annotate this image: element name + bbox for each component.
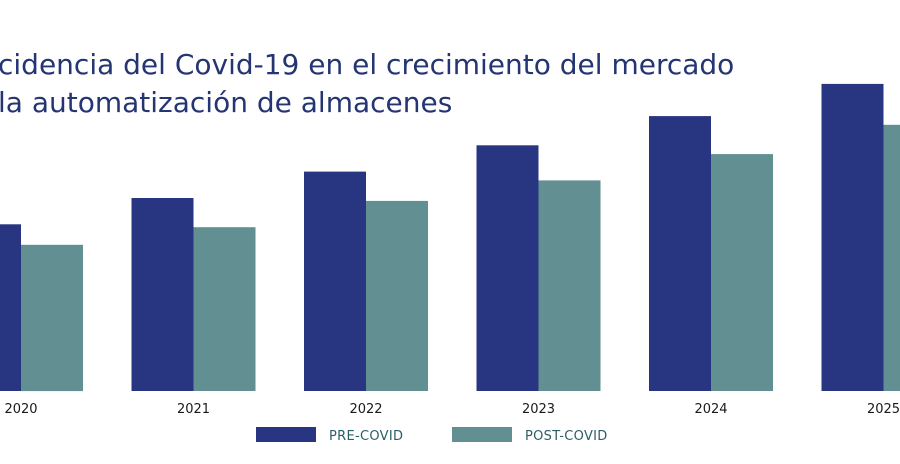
x-tick-label-2023: 2023: [522, 402, 555, 417]
bar-post-covid-2022: [366, 200, 428, 391]
bar-post-covid-2021: [193, 227, 256, 391]
legend-label-post-covid: POST-COVID: [525, 429, 608, 444]
legend-swatch-pre-covid: [256, 427, 316, 442]
bar-pre-covid-2022: [304, 171, 366, 391]
bar-pre-covid-2021: [131, 198, 194, 391]
legend-label-pre-covid: PRE-COVID: [329, 429, 403, 444]
bar-pre-covid-2024: [649, 116, 711, 391]
x-tick-label-2025: 2025: [867, 402, 900, 417]
x-tick-label-2024: 2024: [694, 402, 727, 417]
chart-title: cidencia del Covid-19 en el crecimiento …: [0, 48, 734, 119]
x-axis-tick-labels: 2020 2021 2022 2023 2024 2025: [4, 402, 900, 417]
chart-title-line-2: la automatización de almacenes: [0, 86, 452, 119]
chart-title-line-1: cidencia del Covid-19 en el crecimiento …: [0, 48, 734, 81]
x-tick-label-2020: 2020: [4, 402, 37, 417]
bar-post-covid-2023: [538, 180, 601, 391]
x-tick-label-2021: 2021: [177, 402, 210, 417]
bar-post-covid-2020: [21, 244, 83, 392]
legend-swatch-post-covid: [452, 427, 512, 442]
bar-post-covid-2024: [711, 154, 773, 391]
legend: PRE-COVID POST-COVID: [256, 427, 608, 444]
bars-group: [0, 83, 900, 392]
bar-pre-covid-2023: [476, 145, 539, 391]
bar-post-covid-2025: [883, 124, 900, 392]
x-tick-label-2022: 2022: [349, 402, 382, 417]
bar-pre-covid-2020: [0, 224, 21, 391]
bar-pre-covid-2025: [821, 83, 884, 392]
